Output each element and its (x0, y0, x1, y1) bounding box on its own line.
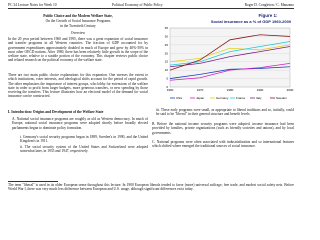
legend-label: France (236, 96, 246, 100)
legend-label: Japan (196, 96, 205, 100)
x-tick-label: 1970 (197, 88, 204, 92)
header-left: PC 34 Lecture Notes for Week 10 (8, 3, 57, 7)
title: Public Choice and the Modern Welfare Sta… (43, 14, 113, 18)
header-center: Political Economy of Public Policy (112, 3, 163, 7)
list-item: ii. The social security system of the Un… (20, 145, 148, 154)
series-line (169, 34, 291, 71)
y-tick-label: 20 (165, 51, 169, 55)
list-item: A. National social insurance programs ar… (12, 117, 148, 130)
x-tick-label: 1960 (167, 88, 174, 92)
legend-label: Germany (216, 96, 229, 100)
y-tick-label: 10 (165, 68, 169, 72)
subtitle: On the Growth of Social Insurance Progra… (45, 19, 111, 23)
x-tick-label: 1980 (227, 88, 234, 92)
list-item: i. Germany's social security programs be… (20, 135, 148, 144)
y-tick-label: 15 (165, 60, 169, 64)
list-item: B. Before the national income security p… (152, 122, 294, 135)
list-item: C. National programs were often associat… (152, 140, 294, 149)
paragraph: There are two main public choice explana… (8, 73, 148, 99)
chart-title: Figure 1: (258, 13, 278, 18)
y-tick-label: 0 (166, 85, 168, 89)
header-right: Roger D. Congleton / C. Manzano (244, 3, 294, 7)
series-line (169, 66, 291, 79)
y-tick-label: 25 (165, 43, 169, 47)
footnote: The term "liberal" is used in its older … (8, 183, 294, 192)
series-line (169, 63, 291, 81)
page: {"header":{"left":"PC 34 Lecture Notes f… (8, 3, 294, 192)
list-item: iii. These early programs were small, as… (156, 108, 294, 117)
x-tick-label: 2000 (287, 88, 294, 92)
plot-area (169, 27, 291, 88)
x-tick-label: 1990 (257, 88, 264, 92)
series-line (169, 44, 291, 63)
y-tick-label: 30 (165, 34, 169, 38)
subtitle: in the Twentieth Century (60, 24, 96, 28)
header-rule (8, 8, 294, 9)
series-line (169, 46, 291, 68)
footnote-rule (8, 181, 58, 182)
chart: Figure 1: Social insurance as a % of GDP… (165, 13, 294, 100)
legend-label: USA (176, 96, 182, 100)
y-tick-label: 35 (165, 26, 169, 30)
legend-label: Sweden (276, 96, 287, 100)
chart-subtitle: Social insurance as a % of GDP 1960-2000 (211, 19, 292, 24)
heading: Overview (70, 31, 86, 35)
series-line (169, 41, 291, 66)
legend-label: Italy (256, 96, 262, 100)
paragraph: In the 20 year period between 1960 and 1… (8, 37, 148, 63)
section-heading: I. Introduction: Origins and Development… (8, 110, 104, 114)
y-tick-label: 5 (166, 77, 168, 81)
